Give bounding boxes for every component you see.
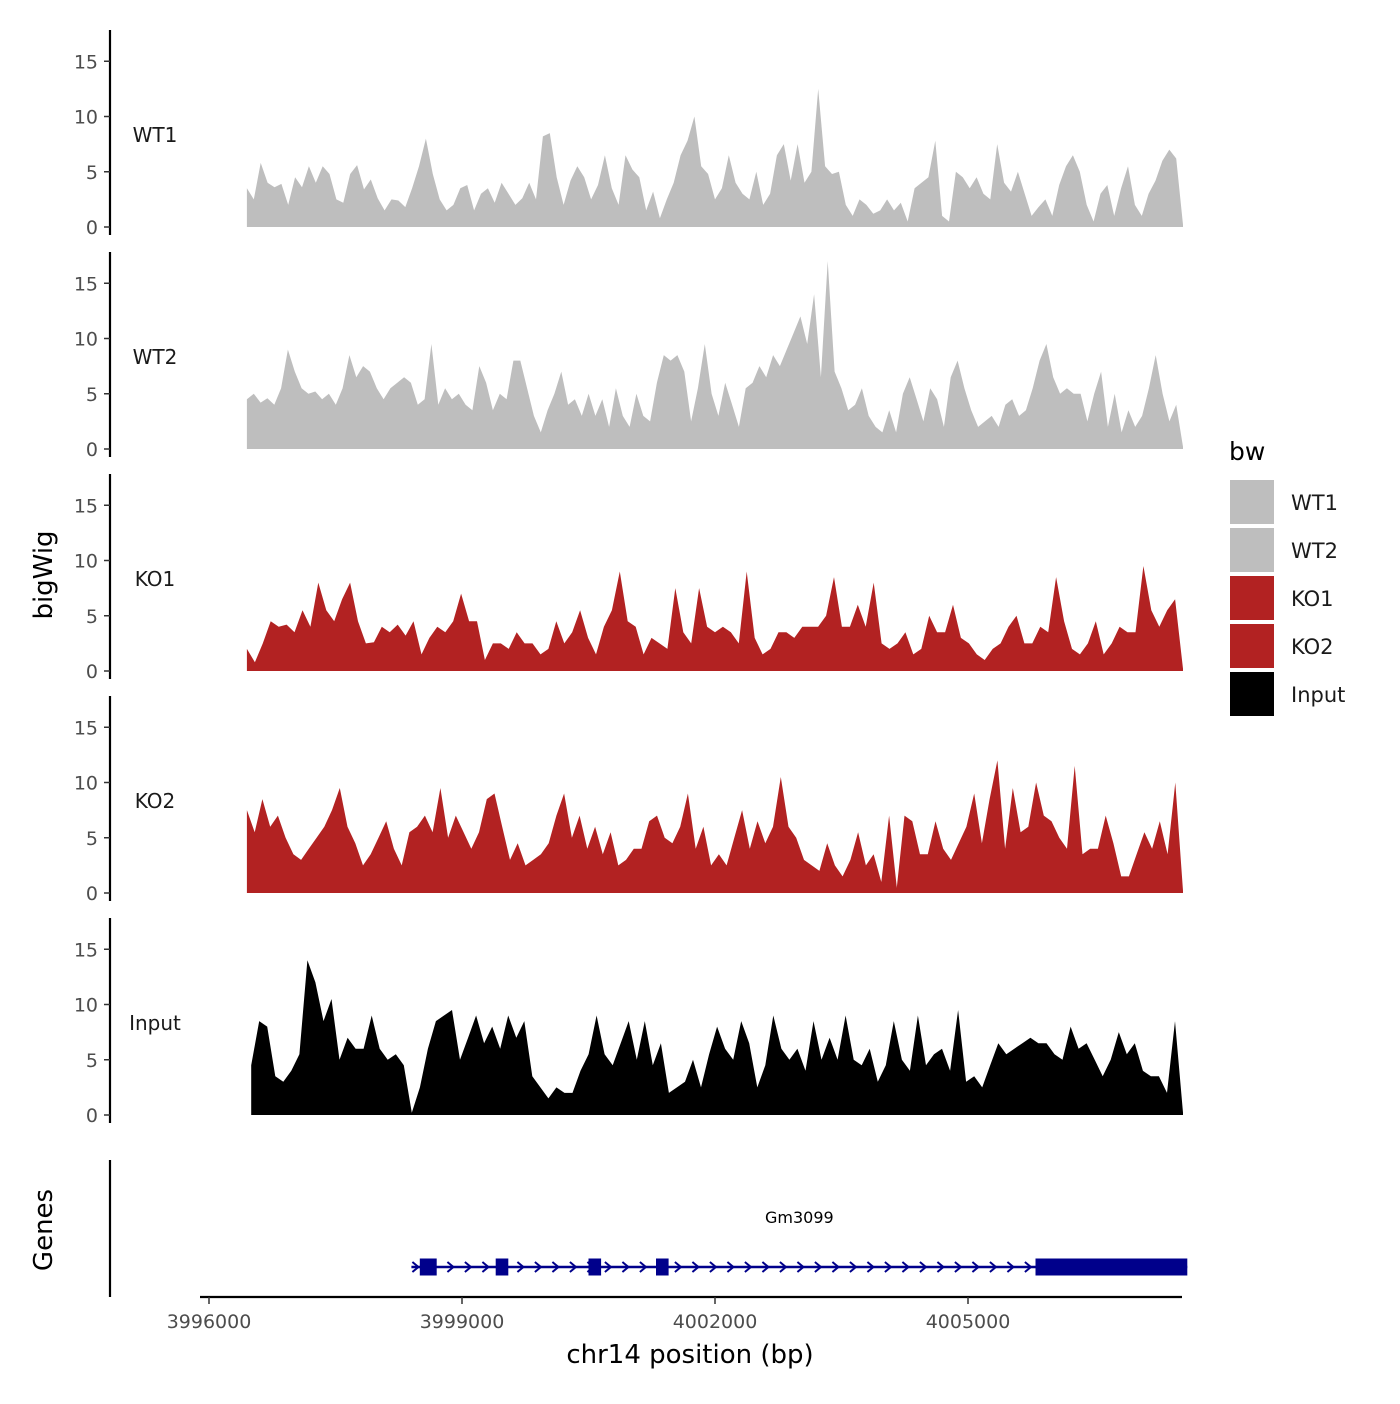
legend-key-wt2 xyxy=(1230,528,1274,572)
strand-arrow-icon xyxy=(516,1261,525,1273)
x-tick-label: 3999000 xyxy=(420,1311,505,1333)
strand-arrow-icon xyxy=(884,1261,893,1273)
legend-label-ko1: KO1 xyxy=(1291,587,1334,611)
strand-arrow-icon xyxy=(709,1261,718,1273)
y-tick-label: 0 xyxy=(86,439,98,461)
y-tick-label: 5 xyxy=(86,828,98,850)
track-label: Input xyxy=(129,1011,181,1035)
y-axis-title: bigWig xyxy=(29,530,59,619)
signal-area-input xyxy=(251,960,1183,1115)
strand-arrow-icon xyxy=(936,1261,945,1273)
strand-arrow-icon xyxy=(919,1261,928,1273)
x-tick-label: 4005000 xyxy=(926,1311,1011,1333)
y-tick-label: 5 xyxy=(86,1050,98,1072)
x-axis-title: chr14 position (bp) xyxy=(566,1340,813,1370)
strand-arrow-icon xyxy=(989,1261,998,1273)
x-tick-label: 4002000 xyxy=(673,1311,758,1333)
strand-arrow-icon xyxy=(674,1261,683,1273)
strand-arrow-icon xyxy=(761,1261,770,1273)
y-tick-label: 10 xyxy=(74,773,98,795)
y-tick-label: 5 xyxy=(86,606,98,628)
y-tick-label: 15 xyxy=(74,939,98,961)
y-tick-label: 15 xyxy=(74,495,98,517)
strand-arrow-icon xyxy=(866,1261,875,1273)
strand-arrow-icon xyxy=(796,1261,805,1273)
signal-area-wt1 xyxy=(246,88,1183,228)
legend-label-wt1: WT1 xyxy=(1291,491,1338,515)
track-label: KO2 xyxy=(135,789,176,813)
legend-key-ko1 xyxy=(1230,576,1274,620)
x-tick-label: 3996000 xyxy=(167,1311,252,1333)
y-tick-label: 0 xyxy=(86,883,98,905)
strand-arrow-icon xyxy=(744,1261,753,1273)
strand-arrow-icon xyxy=(1006,1261,1015,1273)
y-tick-label: 0 xyxy=(86,217,98,239)
strand-arrow-icon xyxy=(604,1261,613,1273)
strand-arrow-icon xyxy=(901,1261,910,1273)
exon-block xyxy=(419,1258,437,1276)
strand-arrow-icon xyxy=(639,1261,648,1273)
exon-block xyxy=(495,1258,509,1276)
genes-track-title: Genes xyxy=(29,1189,59,1271)
legend-key-input xyxy=(1230,672,1274,716)
legend: bw WT1 WT2 KO1 KO2 Input xyxy=(1229,437,1345,716)
y-tick-label: 5 xyxy=(86,162,98,184)
strand-arrow-icon xyxy=(569,1261,578,1273)
legend-label-wt2: WT2 xyxy=(1291,539,1338,563)
strand-arrow-icon xyxy=(691,1261,700,1273)
track-panel-wt2: 0 5 10 15 WT2 xyxy=(74,252,1183,461)
track-panel-ko1: 0 5 10 15 KO1 xyxy=(74,474,1183,683)
track-panel-ko2: 0 5 10 15 KO2 xyxy=(74,696,1183,905)
y-tick-label: 10 xyxy=(74,107,98,129)
track-panel-input: 0 5 10 15 Input xyxy=(74,918,1183,1127)
exon-block xyxy=(656,1258,669,1276)
y-tick-label: 0 xyxy=(86,1105,98,1127)
y-tick-label: 15 xyxy=(74,51,98,73)
track-panel-wt1: 0 5 10 15 WT1 xyxy=(74,30,1183,239)
signal-tracks: 0 5 10 15 WT1 0 5 10 15 WT2 0 5 10 15 KO1 0 5 10 15 KO2 0 5 10… xyxy=(74,30,1183,1127)
track-label: WT2 xyxy=(133,345,178,369)
legend-key-wt1 xyxy=(1230,480,1274,524)
strand-arrow-icon xyxy=(971,1261,980,1273)
y-tick-label: 10 xyxy=(74,995,98,1017)
legend-label-ko2: KO2 xyxy=(1291,635,1334,659)
gene-name-label: Gm3099 xyxy=(765,1208,834,1227)
y-tick-label: 15 xyxy=(74,717,98,739)
y-tick-label: 5 xyxy=(86,384,98,406)
strand-arrow-icon xyxy=(464,1261,473,1273)
track-label: KO1 xyxy=(135,567,176,591)
strand-arrow-icon xyxy=(831,1261,840,1273)
strand-arrow-icon xyxy=(621,1261,630,1273)
y-tick-label: 10 xyxy=(74,329,98,351)
strand-arrow-icon xyxy=(726,1261,735,1273)
gene-track: Gm3099 xyxy=(108,1160,1188,1297)
strand-arrow-icon xyxy=(814,1261,823,1273)
strand-arrow-icon xyxy=(954,1261,963,1273)
strand-arrow-icon xyxy=(779,1261,788,1273)
strand-arrow-icon xyxy=(411,1261,420,1273)
y-tick-label: 0 xyxy=(86,661,98,683)
legend-key-ko2 xyxy=(1230,624,1274,668)
legend-label-input: Input xyxy=(1291,683,1345,707)
strand-arrow-icon xyxy=(446,1261,455,1273)
legend-title: bw xyxy=(1229,437,1265,466)
signal-area-wt2 xyxy=(246,261,1183,449)
x-axis: 3996000 3999000 4002000 4005000 xyxy=(167,1295,1182,1333)
strand-arrow-icon xyxy=(1024,1261,1033,1273)
strand-arrow-icon xyxy=(481,1261,490,1273)
strand-arrow-icon xyxy=(849,1261,858,1273)
track-label: WT1 xyxy=(133,123,178,147)
signal-area-ko2 xyxy=(246,760,1183,893)
exon-block xyxy=(588,1258,602,1276)
y-tick-label: 15 xyxy=(74,273,98,295)
exon-block xyxy=(1035,1258,1188,1276)
strand-arrow-icon xyxy=(534,1261,543,1273)
y-tick-label: 10 xyxy=(74,551,98,573)
signal-area-ko1 xyxy=(246,566,1183,671)
strand-arrow-icon xyxy=(551,1261,560,1273)
